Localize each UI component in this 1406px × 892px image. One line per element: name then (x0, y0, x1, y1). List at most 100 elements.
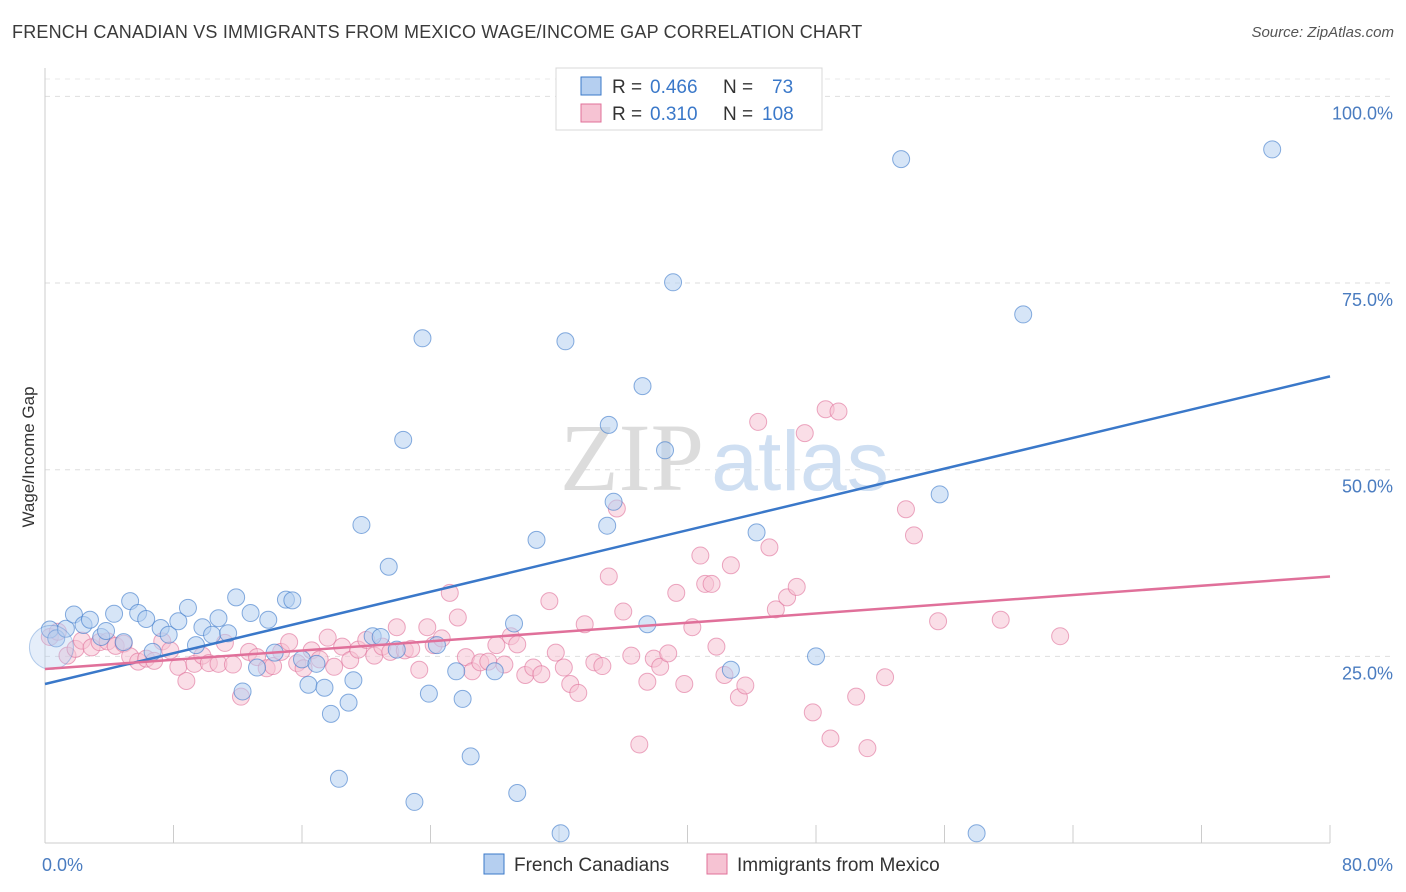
data-point-french-canadians (656, 441, 675, 460)
data-point-french-canadians (371, 627, 390, 646)
legend-swatch-pink (580, 103, 602, 123)
legend-r-label: R = (612, 104, 642, 125)
data-point-french-canadians (807, 647, 825, 666)
bottom-legend-label: Immigrants from Mexico (737, 855, 940, 876)
data-point-immigrants-from-mexico (760, 538, 779, 557)
data-point-french-canadians (721, 660, 740, 679)
legend-r-label: R = (612, 77, 642, 98)
data-point-french-canadians (461, 747, 480, 766)
data-point-french-canadians (505, 614, 524, 633)
trend-lines (44, 375, 1331, 686)
axes (44, 68, 1331, 844)
legend-n-value: 108 (762, 104, 794, 125)
data-point-french-canadians (227, 588, 246, 607)
legend-r-value: 0.310 (650, 104, 698, 125)
data-point-immigrants-from-mexico (651, 657, 670, 676)
data-point-immigrants-from-mexico (667, 583, 686, 602)
data-point-immigrants-from-mexico (622, 646, 641, 665)
data-point-immigrants-from-mexico (858, 739, 877, 758)
data-point-immigrants-from-mexico (821, 729, 840, 748)
data-point-immigrants-from-mexico (410, 660, 429, 679)
source-label: Source: ZipAtlas.com (1251, 24, 1394, 41)
legend-n-value: 73 (772, 77, 793, 98)
y-tick-label: 50.0% (1342, 477, 1393, 497)
bottom-legend-swatch-blue (483, 853, 505, 875)
data-point-immigrants-from-mexico (318, 628, 337, 647)
data-point-french-canadians (394, 430, 413, 449)
data-point-immigrants-from-mexico (487, 636, 506, 655)
data-point-immigrants-from-mexico (599, 567, 618, 586)
data-point-immigrants-from-mexico (736, 676, 755, 695)
legend-r-value: 0.466 (650, 77, 698, 98)
data-point-french-canadians (508, 783, 527, 802)
data-point-immigrants-from-mexico (554, 658, 573, 677)
data-point-immigrants-from-mexico (829, 402, 848, 421)
data-point-french-canadians (209, 609, 228, 628)
chart-title: FRENCH CANADIAN VS IMMIGRANTS FROM MEXIC… (12, 22, 863, 42)
y-tick-labels: 25.0% 50.0% 75.0% 100.0% (1332, 103, 1393, 683)
series-immigrants-from-mexico (40, 400, 1070, 758)
data-point-immigrants-from-mexico (540, 592, 559, 611)
data-point-immigrants-from-mexico (508, 635, 527, 654)
data-point-french-canadians (633, 377, 652, 396)
data-point-french-canadians (321, 704, 340, 723)
data-point-french-canadians (527, 530, 546, 549)
data-point-immigrants-from-mexico (177, 671, 196, 690)
data-point-immigrants-from-mexico (896, 500, 915, 519)
trend-line-french-canadians (44, 375, 1331, 686)
data-point-immigrants-from-mexico (569, 683, 588, 702)
y-tick-label: 100.0% (1332, 103, 1393, 123)
data-point-french-canadians (299, 675, 318, 694)
data-point-french-canadians (598, 516, 617, 535)
data-point-immigrants-from-mexico (675, 674, 694, 693)
bottom-legend-label: French Canadians (514, 855, 669, 876)
data-point-french-canadians (1014, 305, 1033, 324)
series-french-canadians (28, 140, 1282, 843)
data-point-french-canadians (892, 150, 911, 169)
data-point-immigrants-from-mexico (787, 577, 806, 596)
data-point-immigrants-from-mexico (638, 672, 657, 691)
data-point-immigrants-from-mexico (614, 602, 633, 621)
data-point-immigrants-from-mexico (904, 526, 923, 545)
data-point-french-canadians (419, 684, 438, 703)
data-point-immigrants-from-mexico (630, 735, 649, 754)
data-point-french-canadians (219, 624, 238, 643)
data-point-french-canadians (248, 658, 267, 677)
data-point-french-canadians (259, 610, 278, 629)
data-point-french-canadians (315, 678, 334, 697)
data-point-french-canadians (307, 654, 326, 673)
data-point-french-canadians (169, 612, 188, 631)
data-point-french-canadians (967, 824, 986, 843)
data-point-immigrants-from-mexico (387, 618, 406, 637)
data-point-immigrants-from-mexico (659, 644, 678, 663)
data-point-french-canadians (447, 662, 466, 681)
data-point-immigrants-from-mexico (991, 610, 1010, 629)
y-tick-label: 75.0% (1342, 290, 1393, 310)
data-point-immigrants-from-mexico (532, 665, 551, 684)
data-point-immigrants-from-mexico (448, 608, 467, 627)
data-point-immigrants-from-mexico (1051, 627, 1070, 646)
legend-n-label: N = (723, 77, 753, 98)
data-point-french-canadians (551, 824, 570, 843)
x-tick-label: 0.0% (42, 855, 83, 875)
data-point-french-canadians (80, 610, 99, 629)
data-point-french-canadians (413, 329, 432, 348)
watermark-zip: ZIP (560, 404, 704, 511)
data-point-french-canadians (241, 604, 260, 623)
data-point-immigrants-from-mexico (280, 633, 299, 652)
legend-swatch-blue (580, 76, 602, 96)
data-point-immigrants-from-mexico (546, 643, 565, 662)
data-point-french-canadians (114, 633, 133, 652)
data-point-immigrants-from-mexico (223, 655, 242, 674)
data-point-french-canadians (1263, 140, 1282, 159)
data-point-french-canadians (664, 273, 683, 292)
bottom-legend-swatch-pink (706, 853, 728, 875)
data-point-immigrants-from-mexico (749, 412, 768, 431)
data-point-immigrants-from-mexico (707, 637, 726, 656)
x-tick-label: 80.0% (1342, 855, 1393, 875)
data-point-french-canadians (604, 492, 623, 511)
data-point-french-canadians (379, 557, 398, 576)
x-tick-labels: 0.0% 80.0% (42, 855, 1393, 875)
y-axis-label: Wage/Income Gap (19, 386, 38, 527)
